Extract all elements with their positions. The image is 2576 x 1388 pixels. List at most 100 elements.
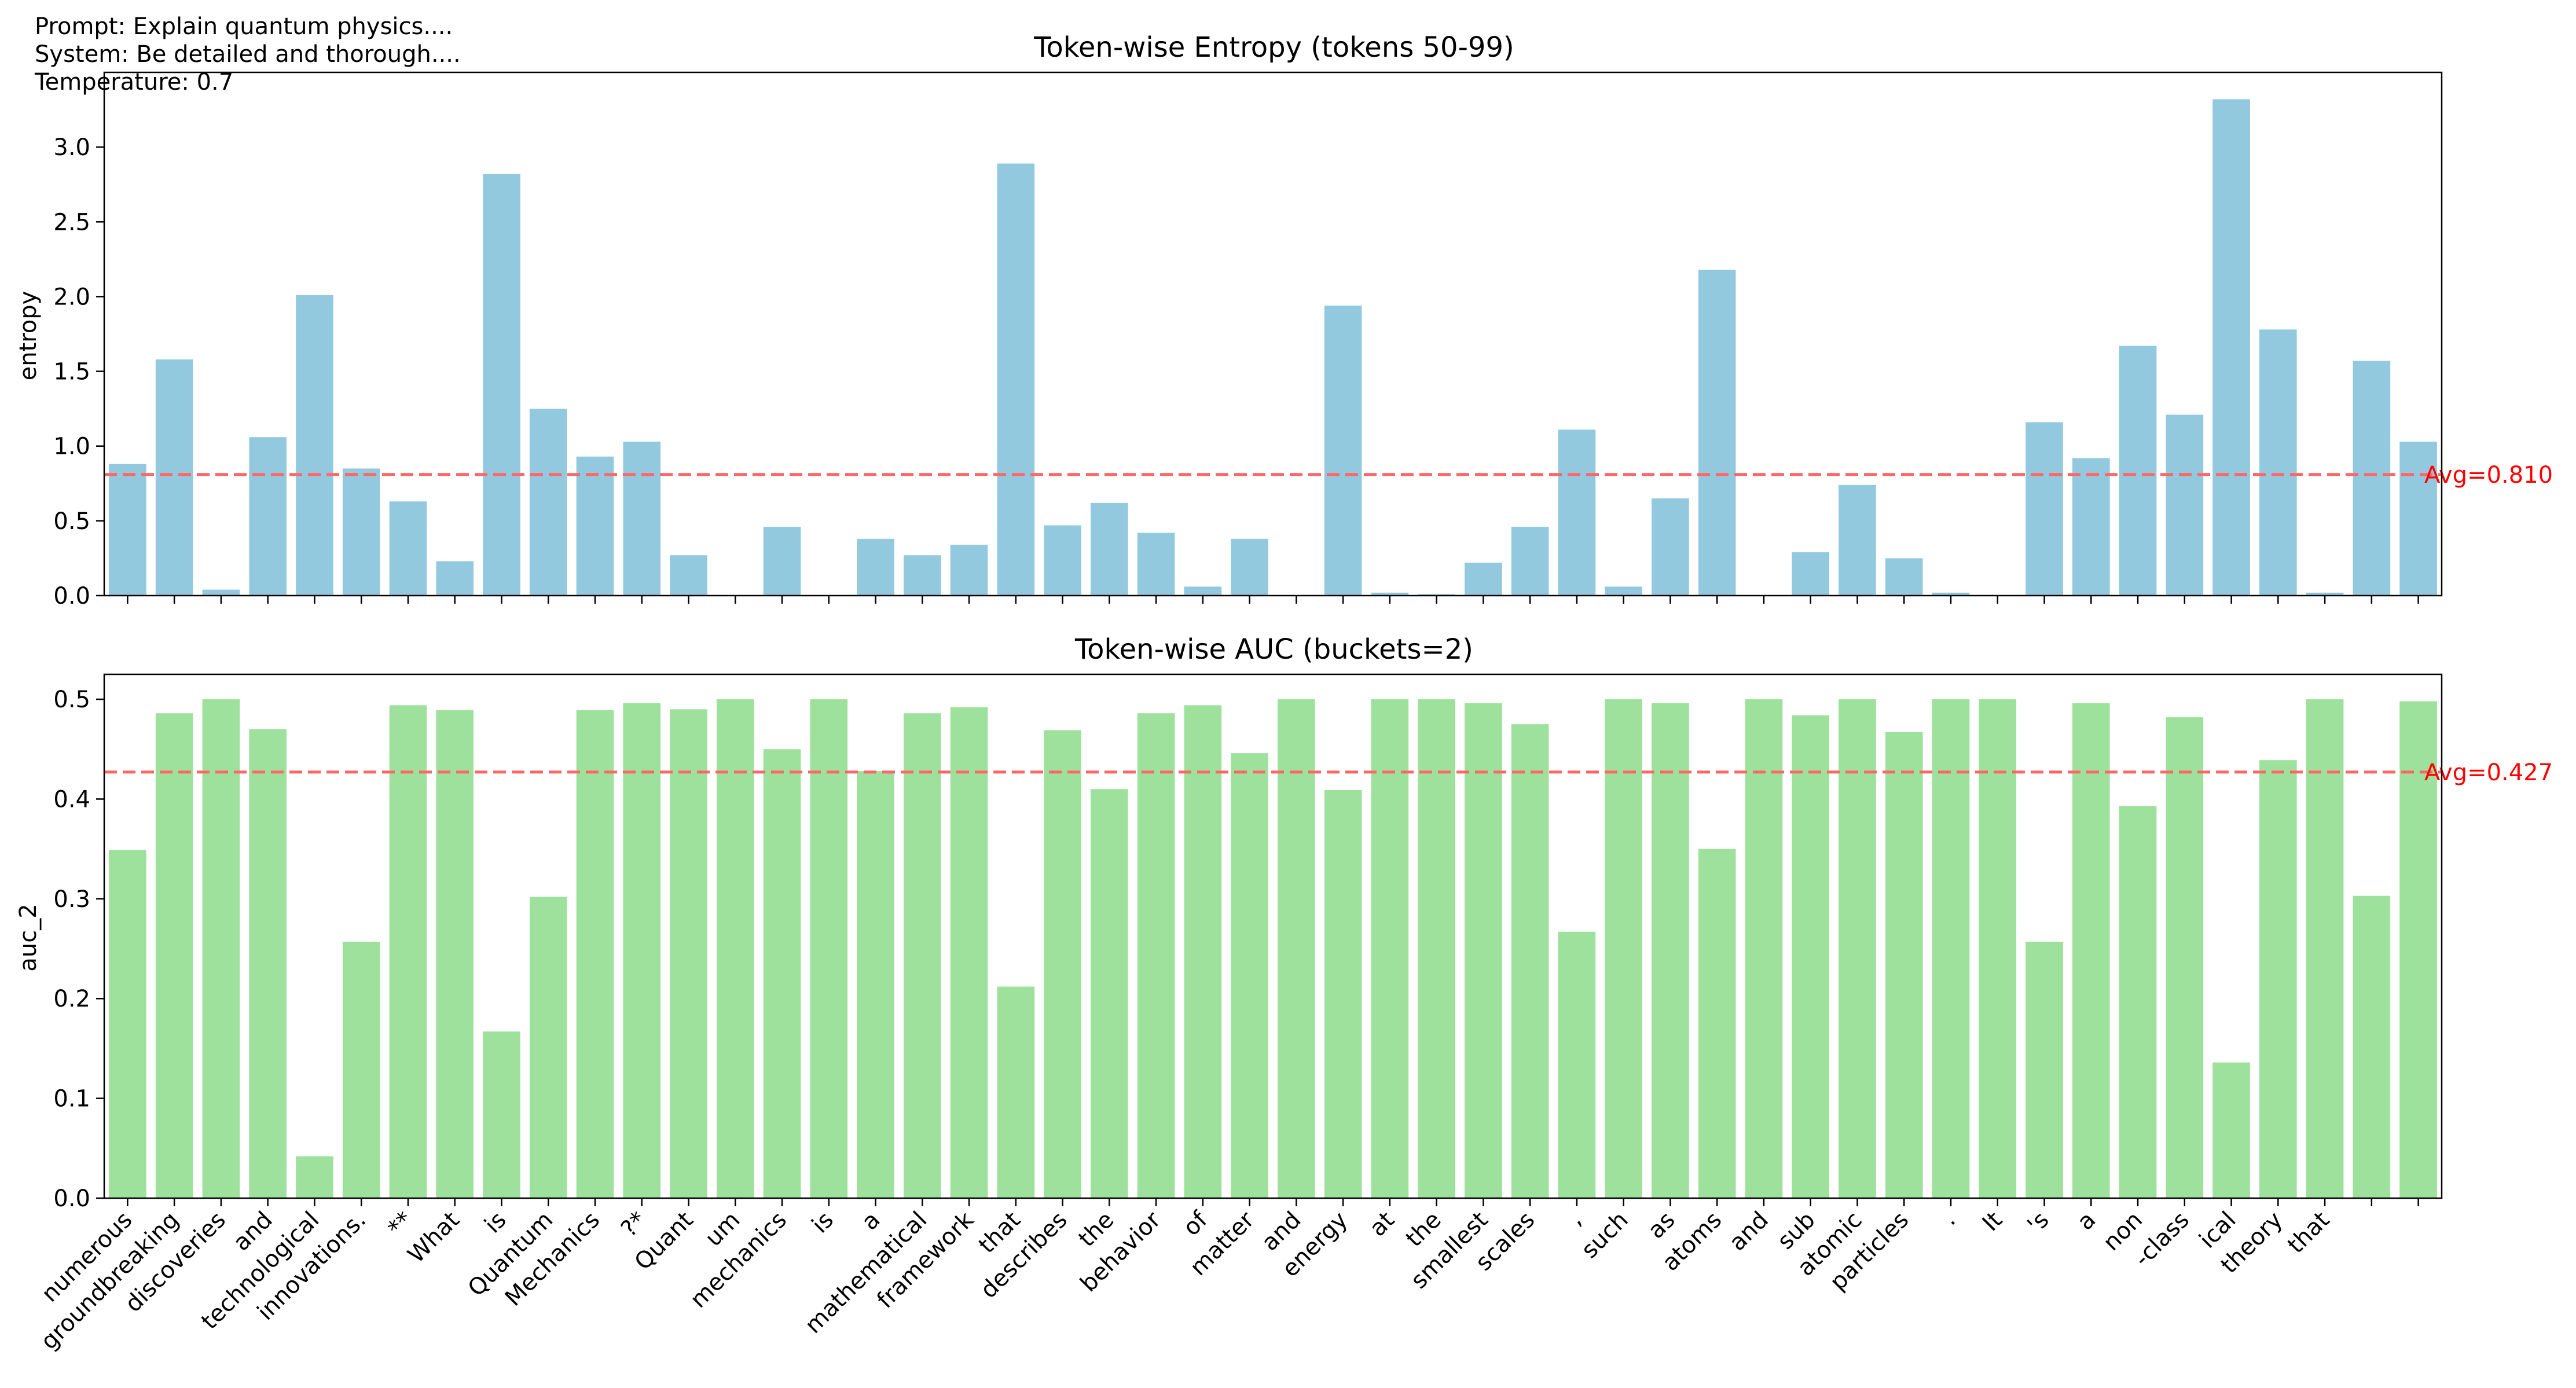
entropy-bar xyxy=(389,501,427,596)
auc-bar xyxy=(436,710,474,1198)
auc-y-axis-label: auc_2 xyxy=(15,904,42,971)
entropy-bar xyxy=(1839,484,1876,596)
token-label: What xyxy=(403,1207,465,1269)
auc-bar xyxy=(1511,724,1549,1198)
auc-bar xyxy=(1184,705,1222,1198)
entropy-bars xyxy=(109,99,2437,596)
auc-bar xyxy=(2119,806,2157,1198)
auc-bar xyxy=(249,729,287,1198)
entropy-bar xyxy=(670,555,707,596)
entropy-y-tick-label: 3.0 xyxy=(53,134,90,161)
entropy-bar xyxy=(249,437,287,596)
auc-bar xyxy=(1885,732,1923,1198)
auc-bar xyxy=(1652,703,1689,1198)
auc-bar xyxy=(576,710,614,1198)
token-label: , xyxy=(1562,1207,1587,1231)
auc-bar xyxy=(2072,703,2110,1198)
entropy-bar xyxy=(2353,361,2391,596)
auc-y-ticks: 0.0 0.1 0.2 0.3 0.4 0.5 xyxy=(53,686,104,1212)
auc-bar xyxy=(670,709,707,1198)
token-label: a xyxy=(2072,1207,2101,1236)
auc-bar xyxy=(1324,790,1362,1198)
token-label: at xyxy=(1364,1207,1400,1242)
auc-bar xyxy=(2025,941,2063,1198)
entropy-bar xyxy=(1465,563,1502,596)
entropy-bar xyxy=(2306,592,2344,596)
entropy-bar xyxy=(997,163,1035,596)
auc-bar xyxy=(716,699,754,1198)
token-label: 's xyxy=(2023,1207,2054,1239)
entropy-bar xyxy=(2166,414,2204,596)
entropy-y-tick-label: 0.0 xyxy=(53,583,90,609)
entropy-chart: Token-wise Entropy (tokens 50-99) entrop… xyxy=(15,31,2553,609)
token-label: and xyxy=(1724,1207,1774,1257)
auc-bar xyxy=(2353,895,2391,1198)
token-label: of xyxy=(1178,1206,1213,1241)
auc-bar xyxy=(109,850,146,1198)
auc-bar xyxy=(1044,730,1081,1198)
auc-plot-frame xyxy=(103,673,2443,1199)
auc-bar xyxy=(2166,717,2204,1198)
entropy-bar xyxy=(436,561,474,596)
auc-bar xyxy=(1231,753,1268,1198)
auc-bar xyxy=(950,707,988,1198)
auc-bars xyxy=(109,699,2437,1198)
auc-bar xyxy=(202,699,240,1198)
entropy-bar xyxy=(1511,527,1549,596)
auc-bar xyxy=(1137,713,1175,1198)
entropy-average-label: Avg=0.810 xyxy=(2424,462,2553,489)
auc-bar xyxy=(483,1031,520,1198)
entropy-bar xyxy=(1698,269,1736,596)
entropy-bar xyxy=(1231,538,1268,596)
auc-bar xyxy=(2399,701,2437,1198)
auc-bar xyxy=(529,897,567,1198)
auc-y-tick-label: 0.5 xyxy=(53,686,90,713)
auc-y-tick-label: 0.3 xyxy=(53,886,90,913)
entropy-bar xyxy=(1184,586,1222,596)
token-label: ?* xyxy=(616,1207,652,1243)
token-label: a xyxy=(857,1207,886,1236)
token-label: . xyxy=(1937,1207,1961,1231)
auc-chart: Token-wise AUC (buckets=2) auc_2 0.00.10… xyxy=(15,633,2553,1355)
entropy-bar xyxy=(1324,305,1362,596)
entropy-y-tick-label: 1.0 xyxy=(53,434,90,460)
token-label: is xyxy=(479,1207,511,1239)
entropy-bar xyxy=(1792,552,1830,596)
auc-bar xyxy=(1605,699,1643,1198)
entropy-bar xyxy=(1044,525,1081,596)
auc-bar xyxy=(1698,849,1736,1198)
entropy-bar xyxy=(2212,99,2250,596)
system-text: System: Be detailed and thorough.... xyxy=(35,41,461,68)
auc-bar xyxy=(1792,715,1830,1198)
temperature-text: Temperature: 0.7 xyxy=(35,69,234,96)
entropy-bar xyxy=(1137,533,1175,596)
entropy-y-tick-label: 2.5 xyxy=(53,209,90,236)
auc-average-label: Avg=0.427 xyxy=(2424,759,2553,786)
entropy-bar xyxy=(576,456,614,596)
entropy-bar xyxy=(202,589,240,596)
token-label: ** xyxy=(383,1207,418,1242)
entropy-bar xyxy=(1652,498,1689,596)
auc-chart-title: Token-wise AUC (buckets=2) xyxy=(1074,633,1473,666)
auc-y-tick-label: 0.4 xyxy=(53,786,90,813)
token-label: as xyxy=(1643,1207,1680,1244)
entropy-bar xyxy=(109,464,146,596)
entropy-bar xyxy=(483,174,520,596)
entropy-bar xyxy=(529,409,567,596)
entropy-bar xyxy=(155,359,193,596)
auc-bar xyxy=(2306,699,2344,1198)
entropy-y-tick-label: 1.5 xyxy=(53,359,90,385)
entropy-bar xyxy=(1932,592,1970,596)
token-labels: numerousgroundbreakingdiscoveriesandtech… xyxy=(36,1206,2335,1355)
entropy-y-axis-label: entropy xyxy=(15,291,42,381)
entropy-bar xyxy=(1418,594,1455,596)
token-label: is xyxy=(807,1207,839,1239)
auc-bar xyxy=(342,941,380,1198)
entropy-bar xyxy=(904,555,941,596)
entropy-bar xyxy=(1091,502,1128,596)
entropy-bar xyxy=(342,468,380,596)
auc-y-tick-label: 0.2 xyxy=(53,986,90,1012)
auc-bar xyxy=(997,986,1035,1198)
auc-bar xyxy=(763,749,801,1198)
